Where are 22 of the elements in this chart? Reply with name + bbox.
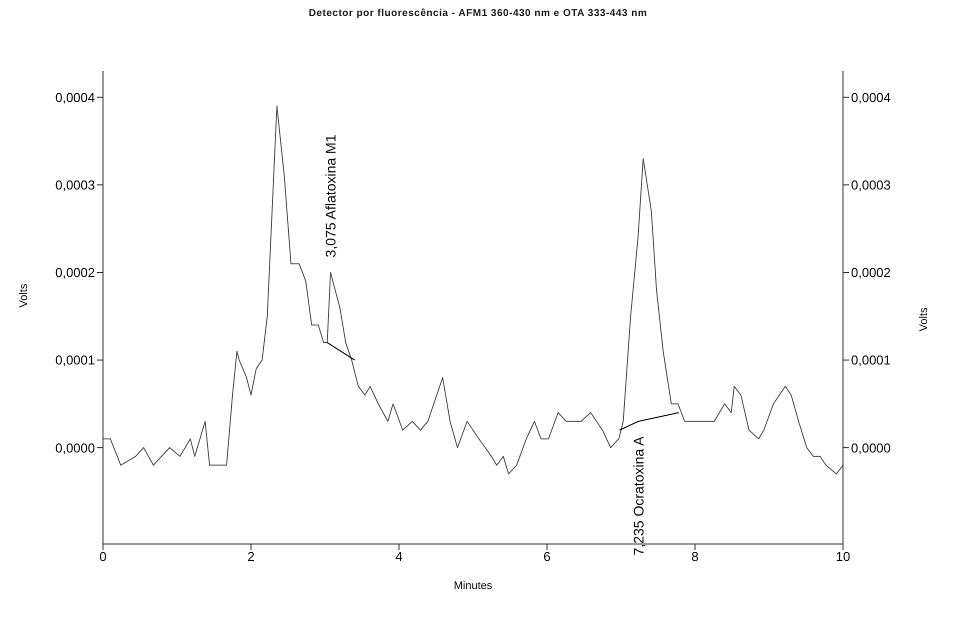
y2-tick-label: 0,0001 — [851, 352, 891, 368]
y2-axis-title: Volts — [918, 307, 930, 332]
x-tick-label: 6 — [543, 549, 551, 564]
chart-title: Detector por fluorescência - AFM1 360-430 nm e OTA 333-443 nm — [308, 8, 648, 19]
y2-tick-label: 0,0004 — [851, 90, 891, 105]
y2-tick-label: 0,0003 — [851, 177, 891, 192]
y-tick-label: 0,0002 — [55, 265, 95, 280]
x-tick-label: 8 — [691, 549, 699, 564]
annotation: 3,075 Aflatoxina M1 — [322, 134, 339, 258]
x-tick-label: 0 — [99, 549, 107, 564]
y-axis-title: Volts — [18, 283, 30, 308]
x-tick-label: 4 — [395, 549, 403, 564]
y-tick-label: 0,0001 — [55, 352, 95, 368]
y-tick-label: 0,0003 — [55, 177, 95, 192]
x-axis-title: Minutes — [454, 580, 493, 592]
y-tick-label: 0,0004 — [55, 90, 95, 105]
y2-tick-label: 0,0000 — [851, 440, 891, 456]
annotation: 7,235 Ocratoxina A — [630, 436, 646, 556]
x-tick-label: 10 — [836, 549, 850, 564]
x-tick-label: 2 — [247, 549, 255, 564]
y2-tick-label: 0,0002 — [851, 265, 891, 280]
y-tick-label: 0,0000 — [55, 440, 95, 456]
